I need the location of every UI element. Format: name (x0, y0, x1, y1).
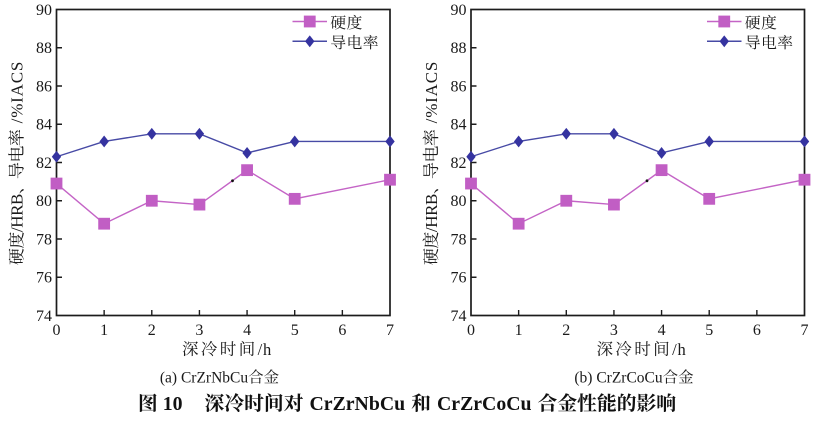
svg-text:(a) CrZrNbCu: (a) CrZrNbCu (160, 370, 248, 387)
svg-text:10: 10 (163, 393, 183, 415)
svg-text:CrZrCoCu: CrZrCoCu (437, 393, 532, 415)
svg-text:(b) CrZrCoCu: (b) CrZrCoCu (574, 370, 663, 387)
svg-text:CrZrNbCu: CrZrNbCu (310, 393, 406, 415)
